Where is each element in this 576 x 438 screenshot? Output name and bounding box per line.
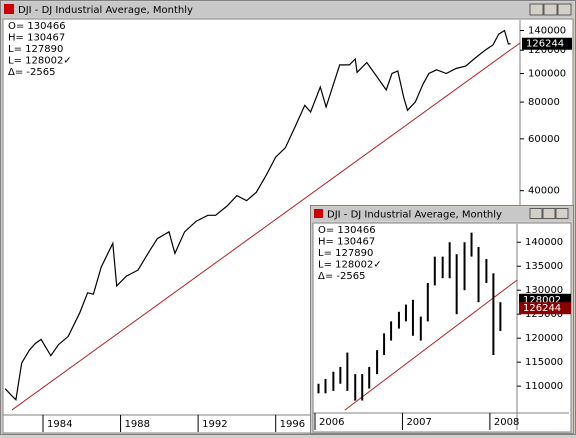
ohlc-info: H= 130467	[318, 237, 375, 248]
price-tag-label: 126244	[526, 39, 564, 50]
minimize-button[interactable]	[529, 208, 543, 219]
title-bar	[2, 2, 574, 17]
window-icon	[4, 4, 14, 14]
ohlc-info: Δ= -2565	[8, 67, 55, 78]
trendline	[344, 279, 518, 411]
close-button[interactable]	[555, 208, 569, 219]
ohlc-info: O= 130466	[318, 225, 376, 236]
y-tick-label: 130000	[525, 285, 563, 296]
y-tick-label: 115000	[525, 357, 563, 368]
ohlc-info: H= 130467	[8, 33, 65, 44]
x-tick-label: 2007	[406, 417, 431, 428]
ohlc-info: L= 128002✓	[8, 56, 72, 67]
x-tick-label: 1992	[202, 419, 227, 430]
y-tick-label: 100000	[528, 69, 566, 80]
inset-window: DJI - DJ Industrial Average, Monthly O= …	[310, 205, 574, 434]
y-tick-label: 80000	[528, 97, 560, 108]
x-tick-label: 1988	[125, 419, 150, 430]
x-tick-label: 1984	[47, 419, 72, 430]
window-title: DJI - DJ Industrial Average, Monthly	[327, 210, 502, 221]
minimize-button[interactable]	[529, 3, 544, 16]
window-title: DJI - DJ Industrial Average, Monthly	[18, 5, 193, 16]
price-line	[4, 29, 511, 401]
y-tick-label: 125000	[525, 309, 563, 320]
y-tick-label: 120000	[528, 45, 566, 56]
x-tick-label: 2006	[319, 417, 344, 428]
price-tag	[519, 302, 571, 315]
close-button[interactable]	[557, 3, 572, 16]
y-tick-label: 120000	[525, 333, 563, 344]
window-icon	[314, 209, 323, 218]
ohlc-info: Δ= -2565	[318, 271, 365, 282]
y-tick-label: 60000	[528, 134, 560, 145]
y-tick-label: 40000	[528, 186, 560, 197]
ohlc-info: L= 128002✓	[318, 260, 382, 271]
maximize-button[interactable]	[543, 3, 558, 16]
y-tick-label: 135000	[525, 261, 563, 272]
ohlc-info: L= 127890	[318, 248, 373, 259]
x-tick-label: 1996	[280, 419, 305, 430]
ohlc-info: L= 127890	[8, 44, 63, 55]
maximize-button[interactable]	[542, 208, 556, 219]
y-tick-label: 110000	[525, 381, 563, 392]
title-bar	[312, 207, 572, 221]
y-tick-label: 140000	[525, 237, 563, 248]
y-tick-label: 140000	[528, 26, 566, 37]
trendline	[11, 42, 521, 411]
ohlc-info: O= 130466	[8, 21, 66, 32]
price-tag-label: 128002	[523, 295, 561, 306]
price-tag	[522, 37, 572, 50]
price-tag-label: 126244	[523, 303, 561, 314]
inset-chart: DJI - DJ Industrial Average, Monthly O= …	[310, 205, 574, 434]
x-tick-label: 2008	[494, 417, 519, 428]
